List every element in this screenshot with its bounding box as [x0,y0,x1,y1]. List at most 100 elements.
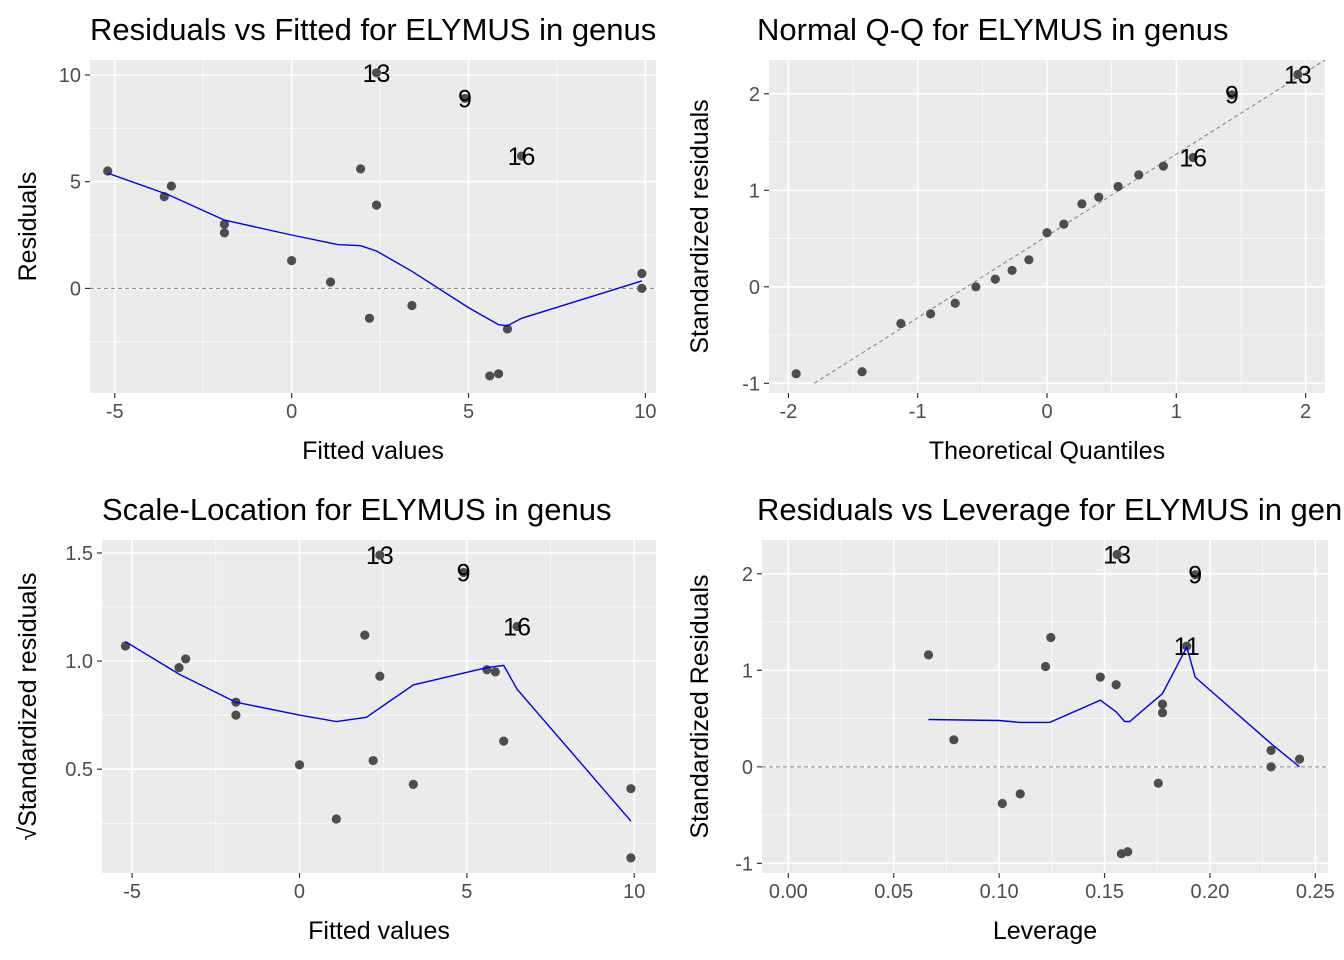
normal-qq-point-label-13: 13 [1284,61,1312,89]
normal-qq-point-3 [896,318,906,329]
normal-qq-y-tick-label: 0 [749,277,760,299]
normal-qq-point-18 [1227,90,1237,100]
normal-qq-point-17 [1188,152,1198,163]
residuals-vs-leverage-x-tick-label: 0.25 [1296,881,1335,903]
residuals-vs-leverage-point-19 [1294,754,1305,764]
residuals-vs-leverage-x-tick-label: 0.10 [980,881,1019,903]
scale-location-y-tick-label: 1.5 [65,543,93,565]
residuals-vs-leverage-point-17 [1266,745,1276,756]
normal-qq-point-13 [1094,192,1104,202]
scale-location-point-8 [360,630,370,640]
scale-location-point-label-13: 13 [366,542,394,570]
scale-location-point-7 [331,814,341,824]
scale-location-point-19 [626,853,636,863]
normal-qq-point-label-16: 16 [1179,144,1207,172]
residuals-vs-fitted-panel-background [90,60,656,393]
scale-location-point-9 [368,755,378,766]
residuals-vs-leverage-point-9 [1112,549,1122,560]
scale-location-x-axis-title: Fitted values [308,917,450,945]
residuals-vs-fitted-point-4 [219,219,230,229]
residuals-vs-fitted-point-14 [485,371,495,381]
scale-location-point-label-9: 9 [457,559,471,587]
residuals-vs-fitted-x-tick-label: 0 [286,401,297,423]
residuals-vs-leverage-y-tick-label: 1 [742,660,753,682]
residuals-vs-leverage-point-7 [1095,672,1105,682]
residuals-vs-leverage-x-tick-label: 0.15 [1085,881,1124,903]
residuals-vs-fitted-y-axis-title: Residuals [14,172,42,282]
scale-location-panel-background [102,540,656,873]
residuals-vs-fitted-x-tick-label: 5 [463,401,474,423]
normal-qq-chart: Normal Q-Q for ELYMUS in genus 13 9 16 -2 -1 0… [686,12,1325,465]
normal-qq-point-11 [1059,219,1069,229]
scale-location-point-10 [375,671,385,681]
residuals-vs-fitted-chart: Residuals vs Fitted for ELYMUS in genus 1… [14,12,657,465]
normal-qq-point-15 [1134,170,1144,180]
residuals-vs-fitted-point-3 [166,181,176,191]
scale-location-gridlines [102,540,656,873]
normal-qq-y-tick-label: -1 [742,373,760,395]
residuals-vs-leverage-x-tick-label: 0.05 [874,881,913,903]
scale-location-point-13 [458,567,469,578]
residuals-vs-leverage-point-2 [949,735,959,745]
scale-location-point-17 [512,621,522,632]
residuals-vs-leverage-y-tick-label: -1 [735,853,753,875]
normal-qq-point-16 [1158,161,1168,171]
residuals-vs-fitted-x-axis-title: Fitted values [302,437,444,465]
residuals-vs-fitted-smooth-line [107,172,643,327]
residuals-vs-fitted-point-12 [407,300,417,311]
normal-qq-x-tick-label: 1 [1171,401,1182,423]
normal-qq-point-9 [1024,255,1034,265]
scale-location-y-tick-label: 0.5 [65,759,93,781]
scale-location-point-3 [181,654,191,664]
normal-qq-y-tick-label: 1 [749,180,760,202]
scale-location-point-label-16: 16 [503,613,531,641]
residuals-vs-fitted-x-tick-label: -5 [106,401,124,423]
normal-qq-x-axis-title: Theoretical Quantiles [929,437,1165,465]
residuals-vs-fitted-point-7 [325,277,336,287]
normal-qq-y-tick-label: 2 [749,84,760,106]
normal-qq-x-tick-label: -2 [779,401,797,423]
residuals-vs-fitted-point-13 [460,93,470,104]
normal-qq-title: Normal Q-Q for ELYMUS in genus [757,12,1228,47]
normal-qq-qq-reference-line [813,60,1325,384]
normal-qq-point-14 [1113,181,1123,192]
residuals-vs-fitted-point-15 [493,369,504,379]
residuals-vs-fitted-point-label-13: 13 [363,60,391,88]
residuals-vs-leverage-point-1 [923,650,934,660]
normal-qq-point-7 [990,274,1000,284]
residuals-vs-leverage-y-axis-title: Standardized Residuals [686,574,714,838]
normal-qq-gridlines [769,60,1325,393]
residuals-vs-leverage-title: Residuals vs Leverage for ELYMUS in genu… [757,492,1344,527]
residuals-vs-leverage-chart: Residuals vs Leverage for ELYMUS in genu… [686,492,1344,945]
normal-qq-point-8 [1007,265,1017,276]
scale-location-point-1 [120,641,131,651]
residuals-vs-leverage-point-label-9: 9 [1188,562,1202,590]
residuals-vs-fitted-point-17 [516,151,527,161]
scale-location-point-11 [375,550,385,560]
residuals-vs-fitted-point-9 [364,313,375,323]
residuals-vs-leverage-point-13 [1157,699,1168,709]
scale-location-y-axis-title: √Standardized residuals [14,572,42,840]
residuals-vs-fitted-point-18 [637,268,647,279]
scale-location-point-15 [490,667,500,677]
scale-location-point-5 [231,710,241,720]
residuals-vs-fitted-y-tick-label: 0 [70,278,81,300]
residuals-vs-fitted-point-label-16: 16 [508,143,536,171]
residuals-vs-fitted-point-19 [637,283,647,294]
residuals-vs-leverage-point-label-11: 11 [1174,633,1200,661]
normal-qq-point-5 [950,298,960,308]
residuals-vs-fitted-point-5 [219,228,230,238]
residuals-vs-leverage-point-14 [1157,708,1168,718]
normal-qq-x-tick-label: 2 [1300,401,1311,423]
residuals-vs-fitted-point-8 [356,164,366,174]
residuals-vs-leverage-point-5 [1040,661,1051,672]
normal-qq-y-axis-title: Standardized residuals [686,99,714,353]
residuals-vs-leverage-x-tick-label: 0.20 [1190,881,1229,903]
residuals-vs-leverage-point-16 [1190,570,1200,580]
residuals-vs-leverage-y-tick-label: 0 [742,757,753,779]
scale-location-x-tick-label: 10 [623,881,645,903]
scale-location-point-16 [499,736,509,746]
normal-qq-x-tick-label: -1 [909,401,927,423]
residuals-vs-leverage-panel-background [762,540,1328,873]
residuals-vs-leverage-x-axis-title: Leverage [993,917,1097,945]
